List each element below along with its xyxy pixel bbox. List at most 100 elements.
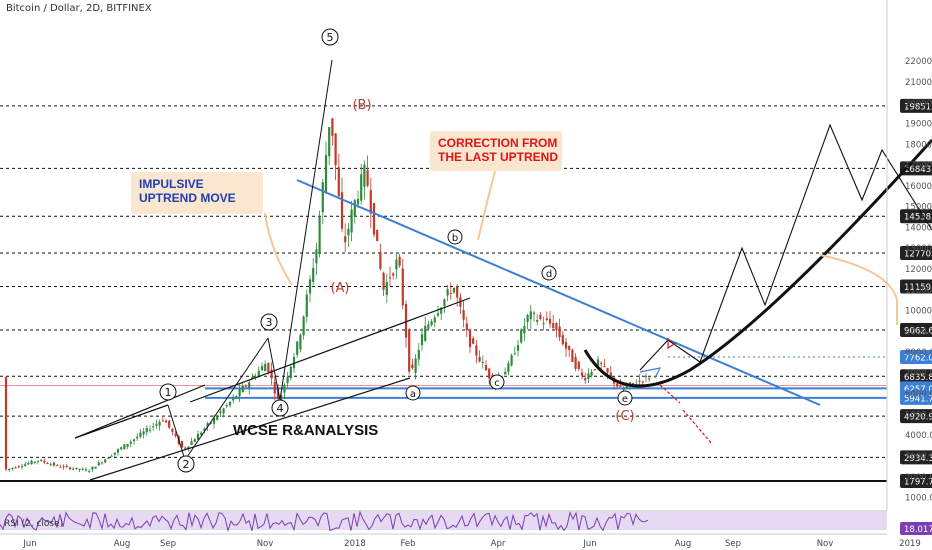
candle-body <box>593 369 596 371</box>
candle-body <box>100 462 104 464</box>
candle-body <box>305 294 308 317</box>
candle-body <box>94 466 97 469</box>
wave-label: e <box>622 394 628 405</box>
candle-body <box>363 164 366 187</box>
candle-body <box>84 469 88 471</box>
x-tick-label: 2018 <box>344 539 366 549</box>
candle-body <box>344 236 347 243</box>
rsi-label: RSI (2, close) <box>4 519 64 529</box>
price-level-label: 11159.7 <box>904 283 932 293</box>
y-tick-label: 21000.0 <box>905 78 932 88</box>
candle-body <box>222 408 225 414</box>
wave-label: b <box>452 233 458 244</box>
candle-body <box>337 167 340 197</box>
candle-body <box>558 326 561 338</box>
price-level-box <box>900 245 932 260</box>
candle-body <box>360 174 363 201</box>
candle-body <box>286 376 289 384</box>
candle-body <box>542 323 545 325</box>
candle-body <box>484 365 488 371</box>
wave-3-4-line <box>267 337 281 401</box>
candle-body <box>30 460 33 465</box>
candle-body <box>36 460 40 462</box>
candle-body <box>235 396 238 399</box>
candle-body <box>68 467 72 470</box>
candle-body <box>488 368 491 379</box>
candle-body <box>564 342 568 349</box>
price-level-label: 2934.3 <box>904 454 932 464</box>
candle-body <box>529 311 532 320</box>
candle-body <box>20 466 24 468</box>
candle-body <box>452 287 456 293</box>
price-level-box <box>900 323 932 338</box>
candle-body <box>520 329 523 343</box>
time-axis-group: Jun Aug Sep Nov 2018 Feb Apr Jun Aug Sep Nov 2019 <box>0 533 921 549</box>
candle-body <box>619 385 622 387</box>
candle-body <box>241 385 244 393</box>
note-callout-impulsive <box>264 212 293 286</box>
candle-body <box>555 323 558 331</box>
candle-body <box>155 423 158 426</box>
candle-body <box>350 209 353 233</box>
candle-body <box>408 330 411 372</box>
candle-body <box>4 377 8 470</box>
candle-body <box>187 446 190 449</box>
wave-label-circle <box>541 265 557 281</box>
x-tick-label: Jun <box>22 539 36 549</box>
x-tick-label: 2019 <box>899 539 921 549</box>
y-tick-label: 3000.0 <box>905 452 932 462</box>
candle-body <box>465 323 468 331</box>
candle-body <box>152 426 155 428</box>
candle-body <box>507 363 510 373</box>
candle-body <box>270 369 273 379</box>
candle-body <box>27 463 30 465</box>
candle-body <box>212 417 216 424</box>
price-level-box <box>900 369 932 384</box>
wave-label: a <box>410 389 416 400</box>
candle-body <box>574 357 577 369</box>
candle-body <box>443 299 446 307</box>
candle-body <box>308 279 312 294</box>
candle-body <box>590 371 593 376</box>
candle-body <box>132 439 136 442</box>
candle-body <box>638 380 641 382</box>
candle-body <box>548 318 552 324</box>
wave-label: (A) <box>330 281 349 296</box>
y-tick-label: 10000.0 <box>905 307 932 317</box>
candle-body <box>395 259 398 270</box>
wave-label: 5 <box>327 31 334 44</box>
wave-label-circle <box>271 399 289 417</box>
candle-body <box>369 190 372 214</box>
analysis-watermark: WCSE R&ANALYSIS <box>233 422 379 439</box>
impulse-lower-trendline <box>89 377 411 481</box>
candle-body <box>161 420 164 422</box>
rsi-band-group <box>0 510 887 530</box>
candle-body <box>587 373 590 380</box>
wave-label-circle <box>405 385 421 401</box>
candle-body <box>219 411 222 414</box>
candle-body <box>545 318 548 321</box>
candle-body <box>536 319 539 322</box>
descending-blue-trendline <box>296 179 821 406</box>
candle-body <box>379 251 382 269</box>
candle-body <box>606 368 609 373</box>
wave-label: (C) <box>615 409 634 424</box>
candle-body <box>424 325 427 341</box>
candle-body <box>232 397 235 401</box>
wave-label: 2 <box>183 458 190 471</box>
candle-body <box>184 447 187 449</box>
candle-body <box>116 449 120 453</box>
candle-body <box>526 314 529 323</box>
candle-body <box>382 272 385 290</box>
candle-body <box>632 383 635 385</box>
candle-body <box>644 375 648 377</box>
price-level-label: 5941.7 <box>904 394 932 404</box>
candle-body <box>568 345 571 350</box>
y-tick-label: 2000.0 <box>905 473 932 483</box>
chart-title: Bitcoin / Dollar, 2D, BITFINEX <box>6 3 152 14</box>
note-callout-right <box>819 254 898 325</box>
candle-body <box>49 464 52 466</box>
candle-body <box>196 433 200 440</box>
candle-body <box>8 468 11 470</box>
